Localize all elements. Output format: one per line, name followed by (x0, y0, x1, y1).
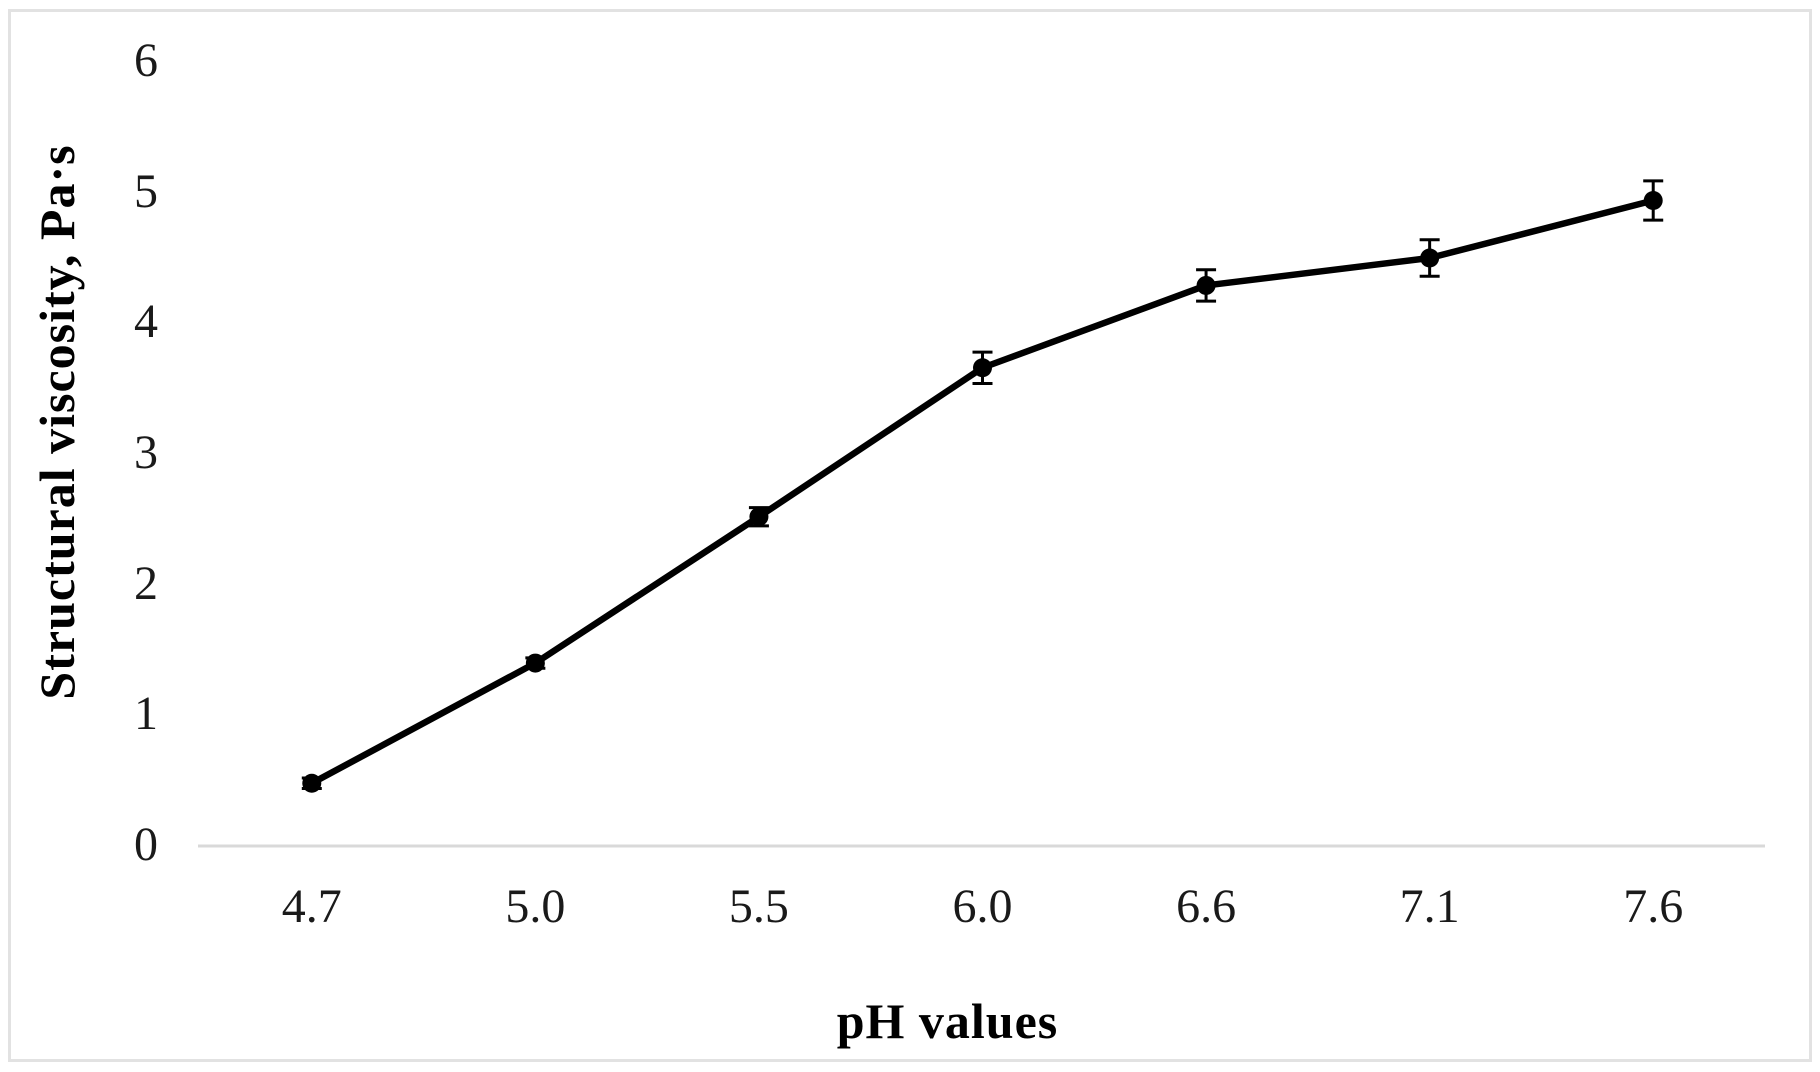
y-tick-label: 1 (134, 687, 158, 741)
data-point (1643, 191, 1663, 211)
data-point (302, 773, 322, 793)
x-axis-title: pH values (836, 993, 1059, 1049)
y-tick-label: 6 (134, 34, 158, 87)
data-point (1420, 248, 1440, 268)
y-tick-label: 2 (134, 556, 158, 610)
x-tick-label: 4.7 (281, 880, 342, 933)
y-tick-label: 3 (134, 426, 158, 479)
x-tick-label: 5.0 (505, 880, 566, 933)
y-tick-label: 4 (134, 295, 158, 349)
x-tick-label: 6.0 (952, 880, 1013, 933)
y-axis-title: Structural viscosity, Pa·s (29, 144, 85, 700)
y-tick-label: 0 (134, 818, 158, 871)
x-tick-label: 7.1 (1399, 880, 1460, 933)
x-tick-label: 7.6 (1623, 880, 1684, 933)
data-point (973, 358, 992, 378)
series-line (308, 197, 1657, 787)
x-tick-label: 5.5 (728, 880, 789, 933)
data-point (749, 507, 769, 527)
data-point (1196, 275, 1216, 295)
x-tick-label: 6.6 (1176, 880, 1237, 933)
data-point (525, 653, 545, 673)
y-tick-label: 5 (134, 164, 158, 218)
